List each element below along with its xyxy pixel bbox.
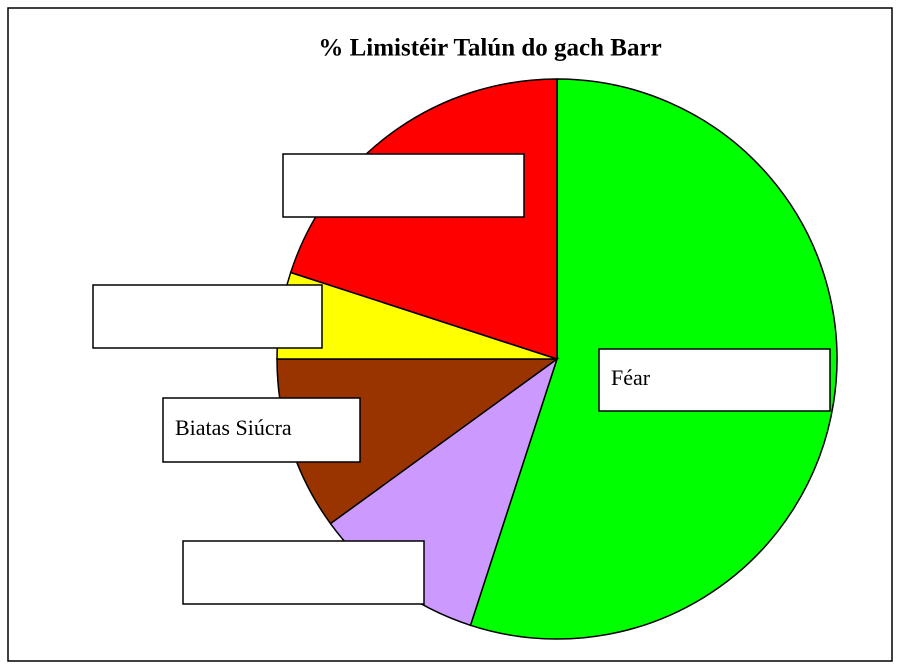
slice-label: Féar — [611, 365, 651, 390]
label-box — [182, 540, 425, 605]
label-box — [92, 284, 323, 349]
chart-title: % Limistéir Talún do gach Barr — [318, 35, 661, 62]
label-box — [282, 153, 525, 218]
slice-label: Biatas Siúcra — [175, 415, 292, 440]
pie-slice — [289, 78, 558, 361]
label-box — [162, 397, 361, 463]
label-box — [598, 348, 831, 412]
